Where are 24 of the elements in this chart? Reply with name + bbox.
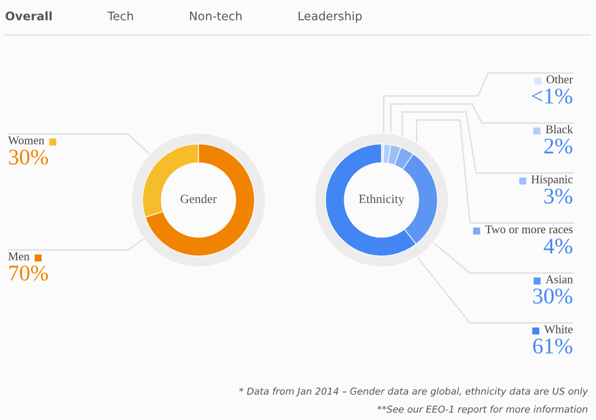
- text: Leadership: [298, 11, 362, 23]
- text: Overall: [6, 11, 52, 20]
- text: * Data from Jan 2014 – Gender data are global, ethnicity data are US only: [239, 387, 588, 397]
- legend-label: Men: [8, 252, 30, 260]
- text: Non-tech: [190, 11, 242, 20]
- legend-label: Black: [546, 125, 573, 134]
- data-label: 3%: [544, 188, 572, 204]
- legend-label: White: [544, 325, 573, 334]
- text: Tech: [107, 11, 133, 20]
- legend-label: Other: [546, 75, 573, 84]
- data-label: 30%: [533, 288, 572, 304]
- data-label: 4%: [544, 238, 572, 254]
- text: **See our EEO-1 report for more information: [377, 405, 588, 415]
- data-label: 70%: [9, 266, 48, 281]
- legend-label: Women: [8, 136, 44, 144]
- text: Ethnicity: [358, 194, 404, 206]
- text: Gender: [180, 194, 217, 204]
- data-label: 30%: [9, 150, 48, 165]
- legend-label: Hispanic: [531, 175, 573, 186]
- data-label: <1%: [532, 88, 572, 104]
- legend-label: Asian: [546, 275, 573, 284]
- data-label: 2%: [544, 138, 572, 154]
- data-label: 61%: [533, 338, 572, 354]
- legend-label: Two or more races: [485, 225, 573, 234]
